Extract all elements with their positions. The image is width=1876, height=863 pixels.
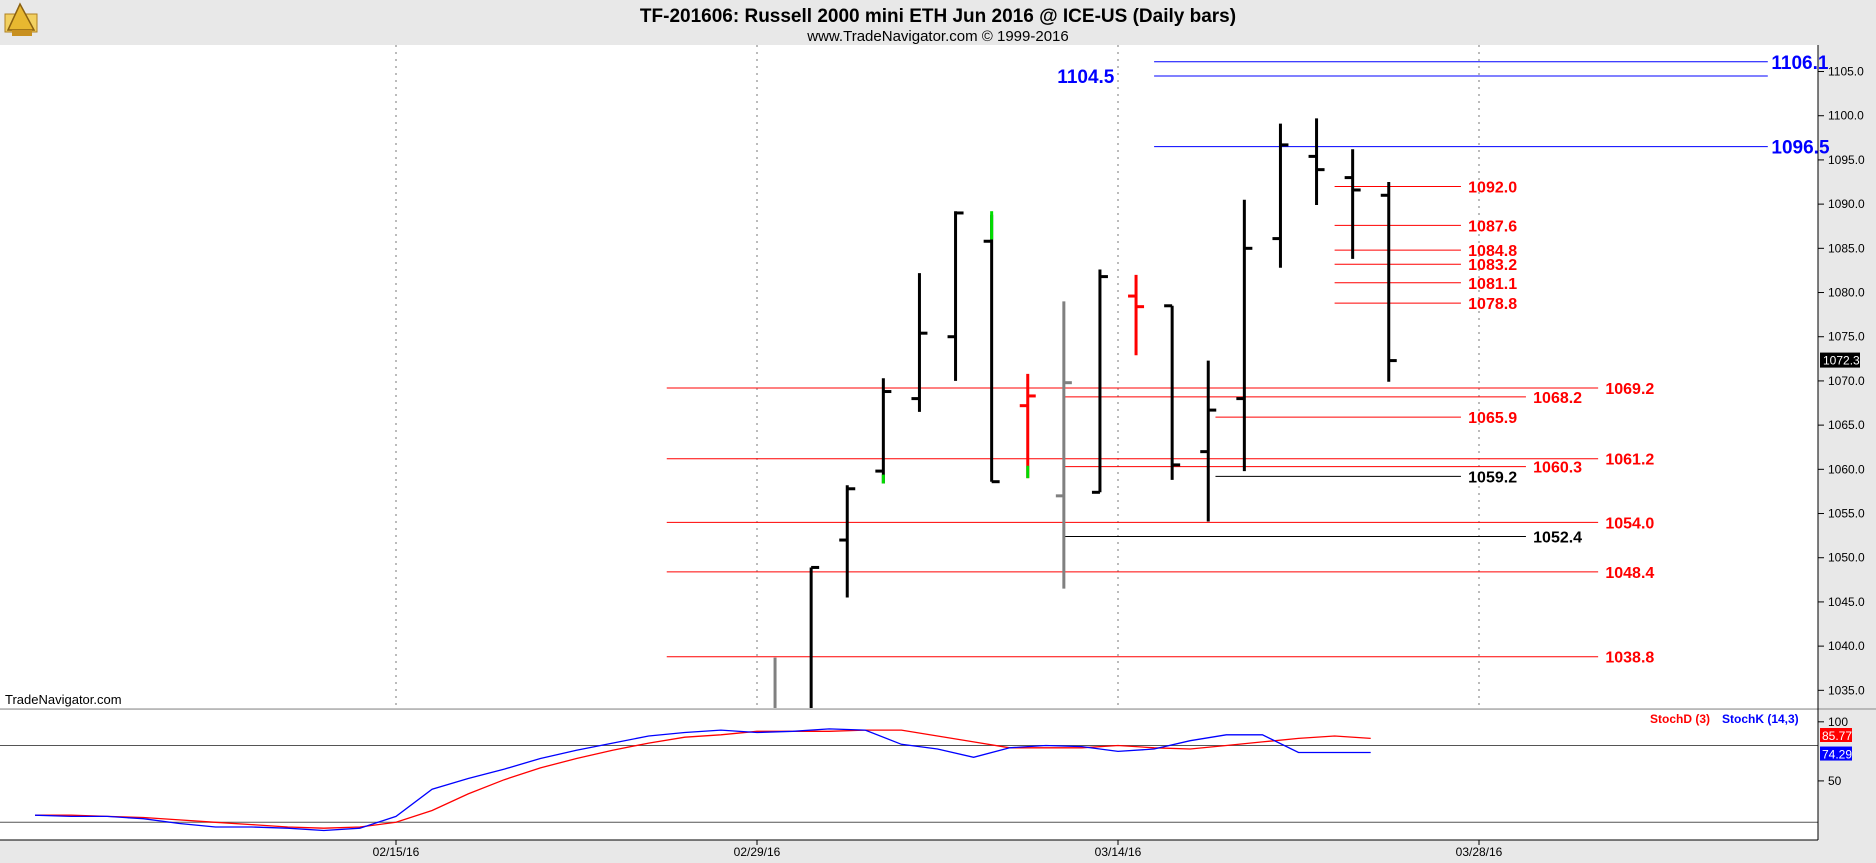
level-label: 1081.1 <box>1468 276 1517 293</box>
ohlc-bar <box>1380 182 1397 382</box>
price-panel <box>0 45 1818 709</box>
level-label: 1061.2 <box>1605 452 1654 469</box>
ohlc-bar <box>875 378 892 484</box>
level-label: 1038.8 <box>1605 650 1654 667</box>
stoch-d-line <box>35 729 1371 829</box>
axes: 1035.0 1040.0 1045.0 1050.0 1055.0 1060.0 1065… <box>0 45 1865 859</box>
stoch-k-legend: StochK (14,3) <box>1722 712 1799 726</box>
level-label: 1106.1 <box>1771 53 1828 74</box>
stoch-k-box <box>1820 746 1852 761</box>
stoch-d-value: 85.77 <box>1822 729 1852 743</box>
level-label: 1068.2 <box>1533 390 1582 407</box>
level-label: 1083.2 <box>1468 257 1517 274</box>
price-tick-label: 1070.0 <box>1828 374 1865 388</box>
ohlc-bar <box>1308 118 1325 206</box>
ohlc-bar <box>1164 304 1181 480</box>
stoch-k-value: 74.29 <box>1822 748 1852 762</box>
date-tick-label: 02/29/16 <box>734 845 781 859</box>
logo-icon <box>4 2 38 36</box>
last-price-label: 1072.3 <box>1823 354 1860 368</box>
date-tick-label: 02/15/16 <box>373 845 420 859</box>
stoch-tick-label: 50 <box>1828 774 1842 788</box>
stochastic-panel: StochD (3) StochK (14,3) <box>0 708 1876 840</box>
ohlc-bar <box>1272 123 1289 268</box>
ohlc-bar <box>1236 199 1253 472</box>
level-label: 1104.5 <box>1057 67 1114 88</box>
price-tick-label: 1085.0 <box>1828 241 1865 255</box>
stoch-d-box <box>1820 728 1852 742</box>
price-tick-label: 1035.0 <box>1828 683 1865 697</box>
ohlc-bar <box>911 273 928 412</box>
price-tick-label: 1055.0 <box>1828 507 1865 521</box>
ohlc-bar <box>1200 360 1217 522</box>
level-label: 1060.3 <box>1533 460 1582 477</box>
level-label: 1052.4 <box>1533 530 1582 547</box>
level-label: 1059.2 <box>1468 469 1517 486</box>
price-tick-label: 1100.0 <box>1828 109 1864 123</box>
level-label: 1087.6 <box>1468 218 1517 235</box>
ohlc-bar <box>1344 149 1361 259</box>
ohlc-bar <box>1091 269 1108 494</box>
level-label: 1084.8 <box>1468 243 1517 260</box>
level-label: 1069.2 <box>1605 381 1654 398</box>
price-tick-label: 1045.0 <box>1828 595 1865 609</box>
chart-subtitle: www.TradeNavigator.com © 1999-2016 <box>806 28 1068 45</box>
level-label: 1065.9 <box>1468 410 1517 427</box>
price-tick-label: 1105.0 <box>1828 65 1864 79</box>
price-tick-label: 1060.0 <box>1828 462 1865 476</box>
level-label: 1092.0 <box>1468 179 1517 196</box>
ohlc-bar <box>1128 274 1145 356</box>
price-tick-label: 1040.0 <box>1828 639 1865 653</box>
ohlc-bar <box>983 214 1000 484</box>
stochastic-background <box>0 710 1818 840</box>
stoch-d-legend: StochD (3) <box>1650 712 1710 726</box>
price-tick-label: 1050.0 <box>1828 551 1865 565</box>
level-lines: 1106.1 1104.5 1096.5 1092.0 1087.6 1084.81083… <box>666 53 1830 667</box>
watermark: TradeNavigator.com <box>5 692 122 707</box>
price-tick-label: 1095.0 <box>1828 153 1865 167</box>
ohlc-bar <box>1055 301 1072 589</box>
level-label: 1048.4 <box>1605 565 1654 582</box>
ohlc-bar <box>839 485 856 598</box>
ohlc-bars <box>773 118 1397 708</box>
price-tick-label: 1065.0 <box>1828 418 1865 432</box>
price-tick-label: 1080.0 <box>1828 286 1865 300</box>
level-label: 1054.0 <box>1605 515 1654 532</box>
last-price-box <box>1820 352 1860 368</box>
stoch-k-line <box>34 728 1371 832</box>
level-label: 1096.5 <box>1771 138 1830 159</box>
stoch-tick-label: 100 <box>1828 715 1848 729</box>
ohlc-bar <box>947 211 964 381</box>
level-label: 1078.8 <box>1468 296 1517 313</box>
price-tick-label: 1090.0 <box>1828 197 1865 211</box>
date-tick-label: 03/28/16 <box>1456 845 1503 859</box>
chart-title: TF-201606: Russell 2000 mini ETH Jun 201… <box>640 6 1236 27</box>
date-tick-label: 03/14/16 <box>1095 845 1142 859</box>
ohlc-bar <box>1019 373 1036 479</box>
price-tick-label: 1075.0 <box>1828 330 1865 344</box>
ohlc-bar <box>809 565 820 708</box>
